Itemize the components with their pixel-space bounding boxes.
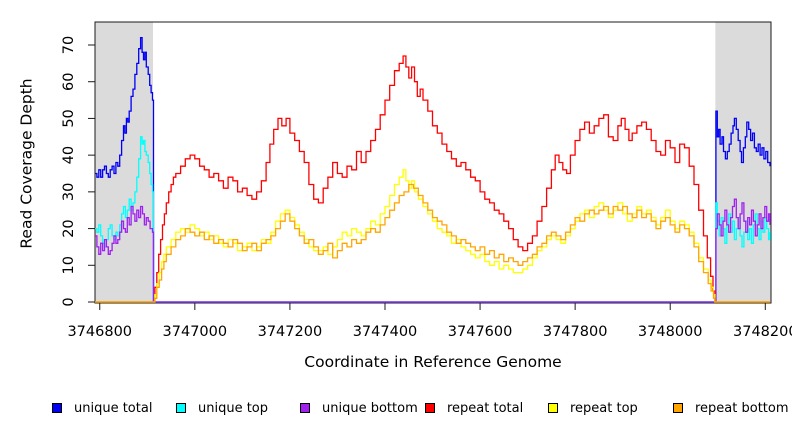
x-tick-label: 3747000 [163, 324, 228, 340]
legend: unique total unique top unique bottom repea… [0, 399, 792, 421]
x-axis-title: Coordinate in Reference Genome [304, 353, 562, 371]
plot-border [94, 21, 772, 304]
y-axis-title: Read Coverage Depth [17, 78, 36, 249]
x-tick-label: 3747600 [448, 324, 513, 340]
series-line-unique-bottom [95, 198, 771, 303]
x-tick-label: 3748200 [733, 324, 792, 340]
legend-item-unique-bottom: unique bottom [300, 399, 418, 417]
y-tick-label: 70 [61, 36, 77, 54]
y-tick-label: 30 [61, 183, 77, 201]
legend-swatch-unique-total [52, 403, 62, 413]
legend-swatch-unique-bottom [300, 403, 310, 413]
legend-item-repeat-bottom: repeat bottom [673, 399, 789, 417]
legend-item-unique-top: unique top [176, 399, 268, 417]
legend-label-repeat-bottom: repeat bottom [695, 400, 789, 416]
legend-label-repeat-total: repeat total [447, 400, 524, 416]
legend-swatch-unique-top [176, 403, 186, 413]
legend-swatch-repeat-top [548, 403, 558, 413]
series-line-unique-total [95, 37, 771, 303]
x-tick-label: 3748000 [638, 324, 703, 340]
x-tick-label: 3747400 [353, 324, 418, 340]
y-tick-label: 40 [61, 146, 77, 164]
x-tick-label: 3747800 [543, 324, 608, 340]
x-tick-label: 3746800 [67, 324, 132, 340]
legend-item-repeat-top: repeat top [548, 399, 638, 417]
y-tick-label: 20 [61, 219, 77, 237]
y-tick-label: 0 [61, 297, 77, 306]
legend-item-unique-total: unique total [52, 399, 152, 417]
series-line-repeat-bottom [95, 183, 770, 303]
series-line-repeat-total [95, 55, 770, 303]
x-tick-label: 3747200 [258, 324, 323, 340]
legend-label-unique-total: unique total [74, 400, 153, 416]
legend-label-unique-top: unique top [198, 400, 269, 416]
legend-item-repeat-total: repeat total [425, 399, 523, 417]
y-tick-label: 50 [61, 109, 77, 127]
legend-label-repeat-top: repeat top [570, 400, 638, 416]
y-tick-label: 60 [61, 72, 77, 90]
legend-swatch-repeat-bottom [673, 403, 683, 413]
y-tick-label: 10 [61, 256, 77, 274]
highlight-region [95, 22, 153, 303]
legend-label-unique-bottom: unique bottom [322, 400, 418, 416]
legend-swatch-repeat-total [425, 403, 435, 413]
